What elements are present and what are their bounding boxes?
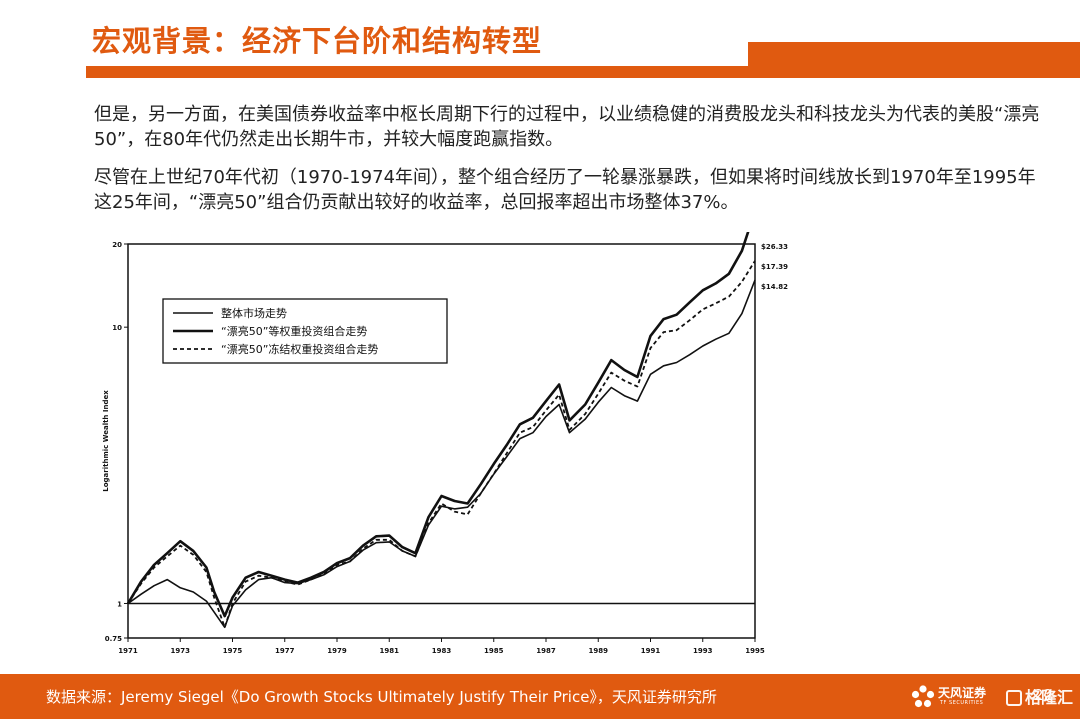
watermark-text: 格隆汇 — [1025, 688, 1074, 707]
series-line-2 — [126, 210, 757, 618]
x-tick-label: 1979 — [327, 647, 347, 655]
y-tick-label: 20 — [112, 241, 122, 249]
source-note: 数据来源：Jeremy Siegel《Do Growth Stocks Ulti… — [46, 688, 717, 706]
paragraph-2: 尽管在上世纪70年代初（1970-1974年间），整个组合经历了一轮暴涨暴跌，但… — [94, 167, 1036, 213]
watermark: 格隆汇 — [1006, 684, 1073, 708]
page-number: 22 — [1034, 686, 1054, 704]
wealth-index-chart: 0.75 1 10 20 Logarithmic Wealth Index 1971 197… — [96, 210, 816, 670]
x-tick-label: 1987 — [536, 647, 556, 655]
chart-svg: 0.75 1 10 20 Logarithmic Wealth Index 1971 197… — [102, 210, 788, 655]
end-value-label: $26.33 — [761, 243, 788, 251]
x-tick-label: 1993 — [693, 647, 713, 655]
y-axis-label: Logarithmic Wealth Index — [102, 390, 110, 492]
y-tick-label: 1 — [117, 600, 122, 608]
end-value-label: $17.39 — [761, 263, 788, 271]
x-tick-label: 1991 — [641, 647, 661, 655]
page-title: 宏观背景：经济下台阶和结构转型 — [92, 24, 543, 58]
y-tick-label: 0.75 — [105, 635, 122, 643]
x-tick-label: 1983 — [432, 647, 452, 655]
x-tick-label: 1971 — [118, 647, 138, 655]
watermark-icon — [1006, 690, 1022, 706]
legend-label: “漂亮50”冻结权重投资组合走势 — [221, 342, 378, 356]
x-tick-label: 1981 — [380, 647, 400, 655]
end-value-label: $14.82 — [761, 283, 788, 291]
title-underline — [86, 66, 1080, 78]
x-tick-label: 1995 — [745, 647, 765, 655]
legend-label: “漂亮50”等权重投资组合走势 — [221, 324, 367, 338]
x-tick-label: 1975 — [223, 647, 243, 655]
x-tick-label: 1985 — [484, 647, 504, 655]
x-tick-label: 1973 — [171, 647, 191, 655]
y-tick-label: 10 — [112, 324, 122, 332]
brand-name: 天风证券 — [938, 686, 987, 700]
series-line-3 — [127, 260, 756, 629]
title-accent-block — [748, 42, 1080, 66]
footer-bar: 数据来源：Jeremy Siegel《Do Growth Stocks Ulti… — [0, 674, 1080, 719]
x-tick-label: 1977 — [275, 647, 295, 655]
legend-label: 整体市场走势 — [221, 306, 287, 320]
paragraph-1: 但是，另一方面，在美国债券收益率中枢长周期下行的过程中，以业绩稳健的消费股龙头和… — [94, 104, 1040, 150]
brand-subtitle: TF SECURITIES — [940, 700, 984, 706]
x-tick-label: 1989 — [589, 647, 609, 655]
flower-logo-icon — [911, 685, 935, 708]
